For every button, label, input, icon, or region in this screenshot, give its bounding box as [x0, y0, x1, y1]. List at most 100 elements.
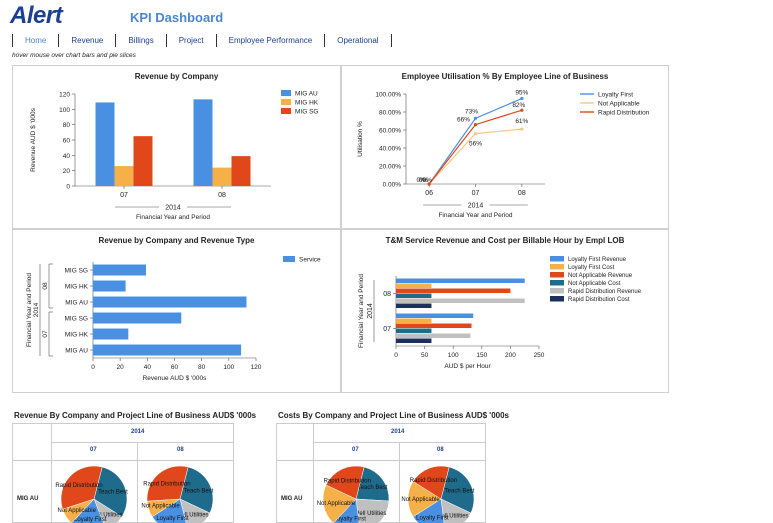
y-tick-label: 07 — [383, 326, 391, 333]
pie-slice[interactable] — [93, 498, 123, 523]
y-tick-label: 60.00% — [379, 128, 401, 135]
legend-swatch — [550, 280, 564, 286]
bar[interactable] — [93, 280, 126, 292]
slice-label: Pell Utilities — [438, 514, 469, 520]
year-header: 2014 — [131, 429, 145, 435]
bar[interactable] — [133, 136, 153, 186]
x-tick-label: 06 — [425, 190, 433, 197]
bar[interactable] — [396, 338, 432, 344]
data-point[interactable] — [473, 132, 478, 136]
tab-operational[interactable]: Operational — [324, 34, 392, 47]
data-label: 82% — [512, 102, 525, 109]
tab-revenue[interactable]: Revenue — [58, 34, 115, 47]
x-tick-label: 0 — [91, 364, 95, 371]
pie-slice[interactable] — [440, 466, 475, 514]
slice-label: Teach Best — [184, 488, 214, 494]
bar[interactable] — [93, 328, 129, 340]
group-label-bg — [461, 200, 490, 209]
slice-label: Not Applicable — [317, 501, 356, 507]
bar[interactable] — [193, 99, 213, 186]
pie-slice[interactable] — [440, 498, 472, 523]
tab-project[interactable]: Project — [165, 34, 216, 47]
data-label: 56% — [469, 141, 482, 148]
tab-billings[interactable]: Billings — [115, 34, 165, 47]
x-tick-label: 07 — [472, 190, 480, 197]
data-point[interactable] — [520, 108, 524, 112]
tm-service-panel: T&M Service Revenue and Cost per Billabl… — [341, 229, 669, 393]
bar[interactable] — [93, 344, 242, 356]
y-tick-label: 60 — [63, 138, 71, 145]
pie-slice[interactable] — [325, 465, 365, 500]
slice-label: Rapid Distribution — [410, 478, 457, 484]
bar[interactable] — [396, 328, 432, 334]
legend-label: Loyalty First Cost — [568, 265, 615, 271]
legend-label: Rapid Distribution Revenue — [568, 289, 642, 295]
legend-label: Rapid Distribution — [598, 110, 650, 117]
pie-slice[interactable] — [355, 466, 390, 502]
period-header: 08 — [437, 447, 444, 453]
chart-title: Revenue by Company and Revenue Type — [98, 236, 255, 245]
pie-slice[interactable] — [93, 466, 128, 517]
tab-employee-performance[interactable]: Employee Performance — [215, 34, 325, 47]
period-label: 07 — [42, 330, 49, 338]
y-tick-label: 80 — [63, 122, 71, 129]
data-label: 73% — [465, 108, 478, 115]
bar[interactable] — [93, 312, 182, 324]
pie-slice[interactable] — [333, 498, 360, 523]
bar[interactable] — [396, 313, 474, 319]
bar[interactable] — [396, 298, 525, 304]
data-point[interactable] — [473, 123, 478, 127]
bar[interactable] — [231, 156, 251, 186]
bar[interactable] — [114, 166, 134, 186]
legend-label: MIG SG — [295, 109, 318, 116]
row-label: MIG AU — [281, 496, 303, 502]
data-label: 66% — [457, 117, 470, 124]
pie-slice[interactable] — [71, 498, 106, 523]
pie-slice[interactable] — [412, 465, 450, 500]
slice-label: Rapid Distribution — [55, 483, 102, 489]
bar[interactable] — [396, 323, 472, 329]
legend-swatch — [550, 296, 564, 302]
legend-label: Service — [299, 257, 321, 264]
pie-slice[interactable] — [60, 465, 103, 510]
y-tick-label: MIG SG — [65, 316, 88, 323]
row-label: MIG AU — [17, 496, 39, 502]
bar[interactable] — [396, 303, 432, 309]
y-tick-label: 20.00% — [379, 164, 401, 171]
bar[interactable] — [396, 333, 471, 339]
bar[interactable] — [396, 278, 525, 284]
bar[interactable] — [396, 283, 432, 289]
pie-slice[interactable] — [151, 498, 188, 523]
tab-home[interactable]: Home — [12, 34, 58, 47]
period-header: 07 — [352, 447, 359, 453]
pie-slice[interactable] — [146, 465, 189, 502]
main-nav: Home Revenue Billings Project Employee P… — [12, 34, 392, 47]
y-tick-label: 20 — [63, 168, 71, 175]
bar[interactable] — [396, 293, 432, 299]
bar[interactable] — [93, 264, 146, 276]
data-point[interactable] — [427, 182, 431, 186]
data-point[interactable] — [520, 127, 524, 131]
x-tick-label: 120 — [251, 364, 262, 371]
revenue-pie-title: Revenue By Company and Project Line of B… — [14, 411, 257, 420]
bar[interactable] — [95, 102, 115, 186]
pie-slice[interactable] — [179, 498, 211, 523]
y-tick-label: MIG SG — [65, 268, 88, 275]
pie-slice[interactable] — [179, 466, 214, 514]
legend-swatch — [283, 256, 295, 262]
data-point[interactable] — [520, 96, 524, 101]
bar[interactable] — [396, 318, 432, 324]
slice-label: Loyalty First — [156, 516, 189, 522]
slice-label: Teach Best — [358, 485, 388, 491]
legend-swatch — [550, 272, 564, 278]
employee-utilisation-chart: 0.00% 20.00% 40.00% 60.00% 80.00% 100.00% 06 07… — [357, 90, 650, 220]
data-point[interactable] — [473, 116, 478, 120]
bar[interactable] — [93, 296, 247, 308]
bar[interactable] — [396, 288, 511, 294]
bar[interactable] — [212, 167, 232, 186]
y-tick-label: 0 — [66, 184, 70, 191]
revenue-by-company-chart: 0 20 40 60 80 100 120 07 08 2014 Financial Year an… — [30, 90, 319, 221]
slice-label: Pell Utilities — [178, 513, 209, 519]
